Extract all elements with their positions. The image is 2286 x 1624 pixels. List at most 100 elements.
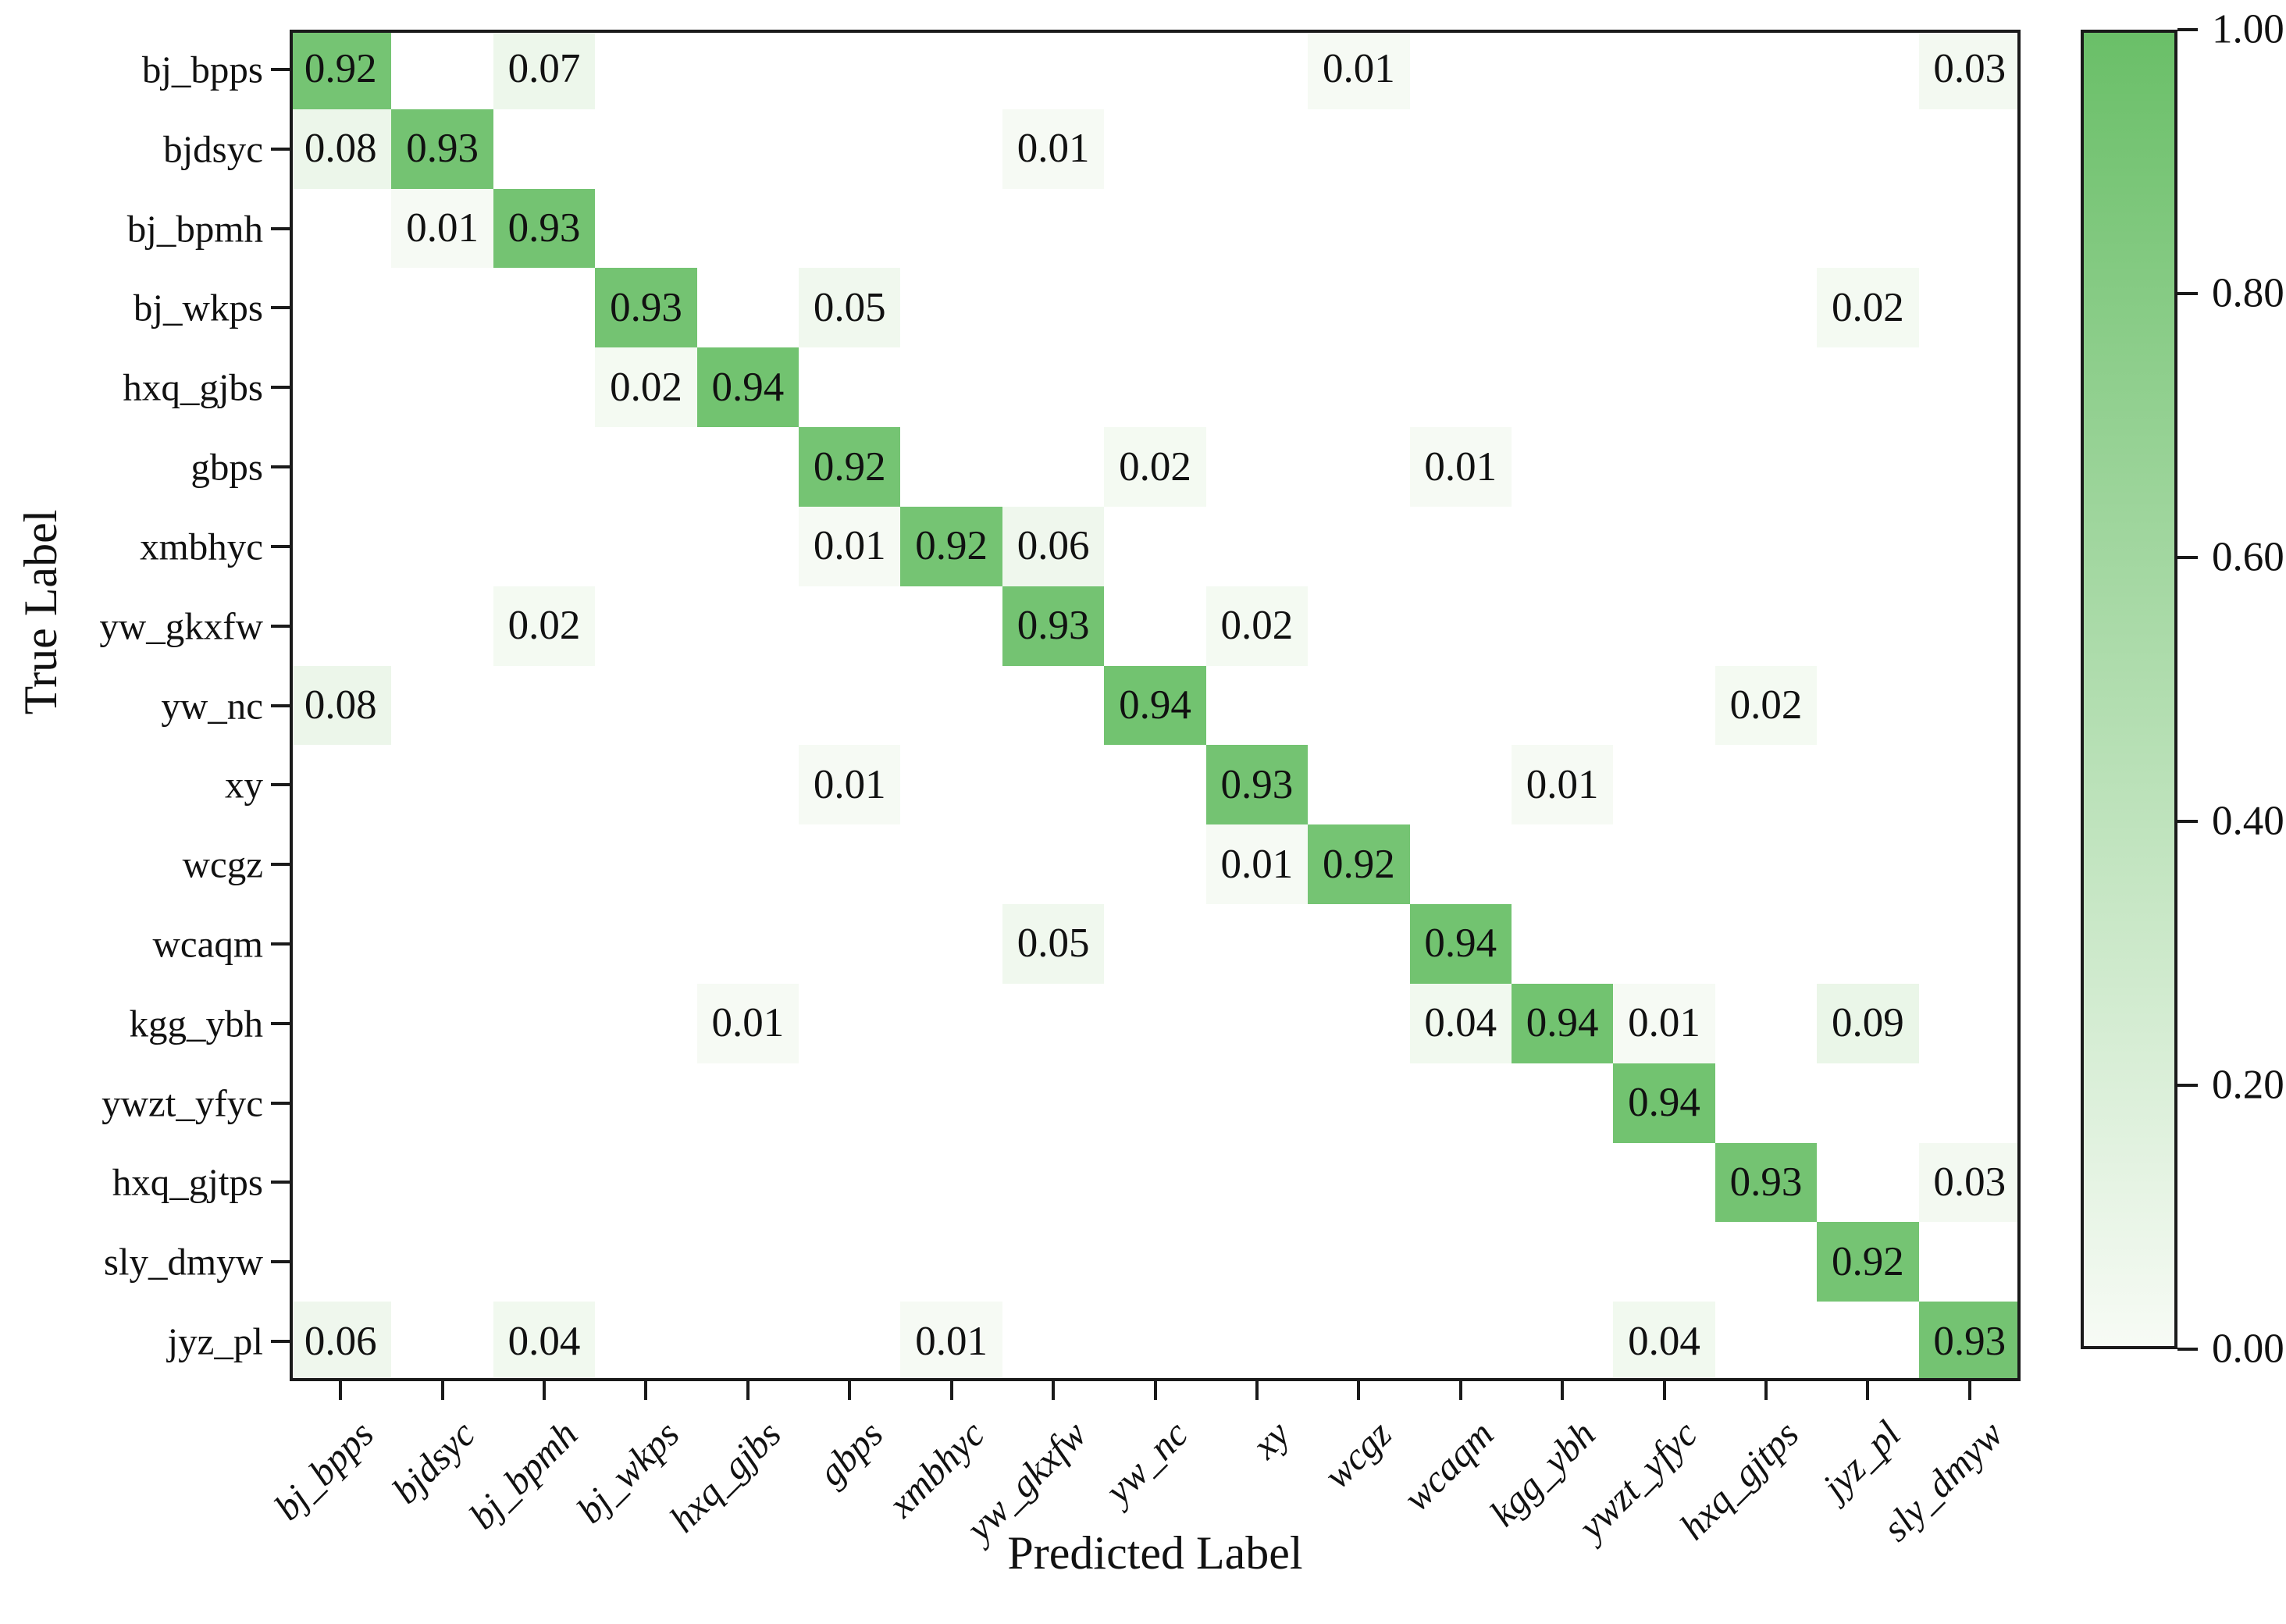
y-tick-label: bjdsyc [163, 127, 263, 171]
colorbar [2081, 30, 2177, 1349]
matrix-cell: 0.08 [290, 109, 392, 189]
matrix-cell: 0.04 [1613, 1302, 1715, 1381]
x-axis-tick [848, 1381, 852, 1400]
matrix-cell: 0.92 [1817, 1222, 1919, 1302]
y-tick-label: xmbhyc [140, 525, 263, 568]
x-axis-tick [1458, 1381, 1462, 1400]
colorbar-tick [2177, 1084, 2198, 1087]
matrix-cell: 0.94 [696, 347, 799, 428]
matrix-cell: 0.02 [493, 586, 596, 666]
matrix-cell: 0.08 [290, 665, 392, 746]
y-tick-label: bj_bpps [141, 48, 263, 91]
y-axis-tick [271, 703, 290, 707]
colorbar-tick-label: 0.80 [2212, 270, 2284, 316]
matrix-cell: 0.02 [1714, 665, 1818, 746]
matrix-cell: 0.06 [290, 1302, 392, 1381]
y-tick-label: hxq_gjtps [112, 1160, 263, 1204]
matrix-cell: 0.04 [1409, 983, 1512, 1063]
matrix-cell: 0.04 [493, 1302, 596, 1381]
colorbar-tick [2177, 820, 2198, 823]
x-axis-tick [1866, 1381, 1870, 1400]
x-axis-tick [949, 1381, 953, 1400]
y-tick-label: jyz_pl [167, 1320, 263, 1363]
x-axis-tick [746, 1381, 750, 1400]
matrix-cell: 0.01 [1205, 824, 1309, 905]
matrix-cell: 0.94 [1409, 904, 1512, 984]
y-tick-label: sly_dmyw [103, 1240, 263, 1284]
y-axis-tick [271, 465, 290, 469]
x-tick-label: xy [1244, 1412, 1298, 1467]
matrix-cell: 0.01 [799, 745, 901, 825]
matrix-cell: 0.03 [1918, 1142, 2021, 1223]
matrix-cell: 0.09 [1817, 983, 1919, 1063]
matrix-cell: 0.94 [1511, 983, 1614, 1063]
x-tick-label: bjdsyc [383, 1412, 484, 1512]
y-axis-tick [271, 624, 290, 628]
x-tick-label: hxq_gjbs [661, 1412, 789, 1540]
y-axis-tick [271, 1101, 290, 1105]
x-axis-tick [1153, 1381, 1157, 1400]
y-axis-tick [271, 1181, 290, 1184]
x-axis-tick [1052, 1381, 1056, 1400]
y-tick-label: yw_nc [161, 684, 263, 727]
y-tick-label: wcgz [182, 842, 263, 886]
matrix-cell: 0.92 [799, 427, 901, 507]
colorbar-tick-label: 0.60 [2212, 534, 2284, 580]
matrix-cell: 0.01 [1308, 30, 1410, 109]
matrix-cell: 0.02 [1104, 427, 1206, 507]
colorbar-tick-label: 0.20 [2212, 1062, 2284, 1108]
y-axis-tick [271, 863, 290, 867]
y-tick-label: bj_bpmh [126, 207, 263, 251]
matrix-cell: 0.05 [1002, 904, 1105, 984]
matrix-cell: 0.01 [1613, 983, 1715, 1063]
x-axis-tick [339, 1381, 343, 1400]
y-axis-tick [271, 942, 290, 946]
y-axis-tick [271, 306, 290, 310]
matrix-cell: 0.93 [493, 188, 596, 269]
y-tick-label: yw_gkxfw [99, 604, 263, 648]
y-tick-label: bj_wkps [133, 286, 263, 329]
x-tick-label: jyz_pl [1814, 1412, 1910, 1508]
x-tick-label: gbps [809, 1412, 892, 1494]
colorbar-tick-label: 1.00 [2212, 6, 2284, 52]
matrix-cell: 0.92 [900, 506, 1002, 586]
matrix-cell: 0.93 [1002, 586, 1105, 666]
x-tick-label: yw_nc [1096, 1412, 1197, 1512]
matrix-cell: 0.02 [595, 347, 697, 428]
matrix-cell: 0.01 [1002, 109, 1105, 189]
matrix-cell: 0.93 [1205, 745, 1309, 825]
x-tick-label: wcgz [1315, 1412, 1401, 1498]
matrix-cell: 0.92 [1308, 824, 1410, 905]
x-axis-tick [1764, 1381, 1768, 1400]
x-axis-tick [1255, 1381, 1259, 1400]
y-axis-title: True Label [15, 509, 66, 714]
y-tick-label: kgg_ybh [129, 1002, 264, 1045]
matrix-cell: 0.02 [1205, 586, 1309, 666]
x-axis-tick [1357, 1381, 1361, 1400]
y-axis-tick [271, 1340, 290, 1344]
colorbar-tick [2177, 1348, 2198, 1351]
x-axis-tick [644, 1381, 648, 1400]
x-axis-title: Predicted Label [1007, 1527, 1303, 1579]
matrix-cell: 0.01 [391, 188, 493, 269]
matrix-cell: 0.02 [1817, 268, 1919, 348]
matrix-cell: 0.01 [799, 506, 901, 586]
y-axis-tick [271, 67, 290, 71]
colorbar-tick [2177, 556, 2198, 559]
y-axis-tick [271, 386, 290, 390]
x-tick-label: bj_bpps [265, 1412, 382, 1529]
y-tick-label: ywzt_yfyc [101, 1081, 263, 1125]
y-axis-tick [271, 1260, 290, 1264]
x-axis-tick [1561, 1381, 1565, 1400]
matrix-cell: 0.07 [493, 30, 596, 109]
y-tick-label: wcaqm [152, 922, 264, 966]
matrix-cell: 0.93 [595, 268, 697, 348]
matrix-cell: 0.03 [1918, 30, 2021, 109]
colorbar-tick [2177, 28, 2198, 31]
x-axis-tick [1967, 1381, 1971, 1400]
y-axis-tick [271, 1021, 290, 1025]
colorbar-tick [2177, 292, 2198, 295]
x-axis-tick [543, 1381, 547, 1400]
y-axis-tick [271, 147, 290, 151]
